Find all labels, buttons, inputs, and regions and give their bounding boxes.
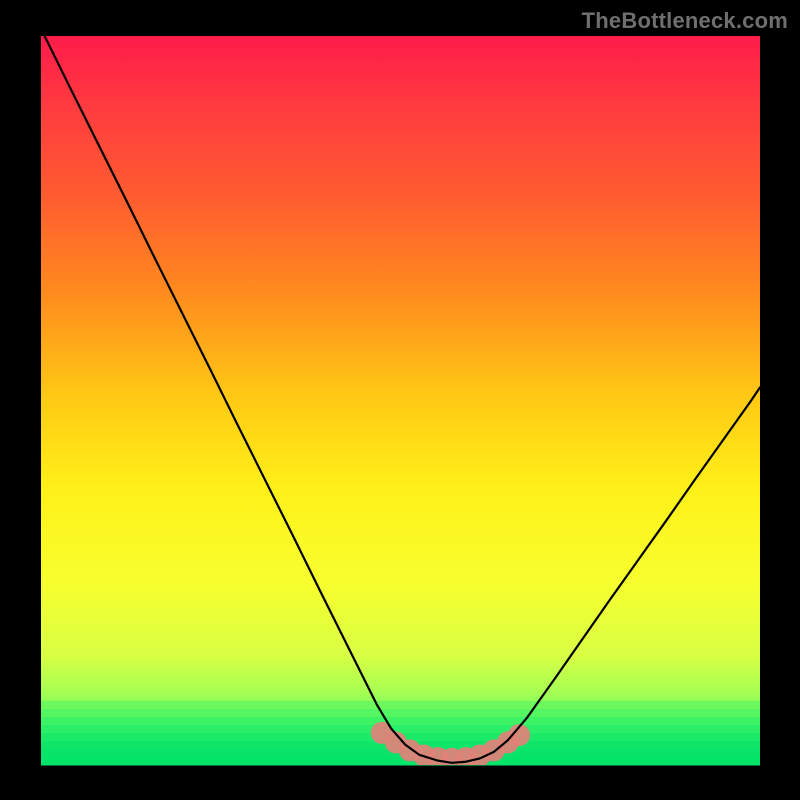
chart-container: TheBottleneck.com <box>0 0 800 800</box>
bottleneck-chart <box>0 0 800 800</box>
chart-background <box>41 36 760 765</box>
attribution-label: TheBottleneck.com <box>582 8 788 34</box>
